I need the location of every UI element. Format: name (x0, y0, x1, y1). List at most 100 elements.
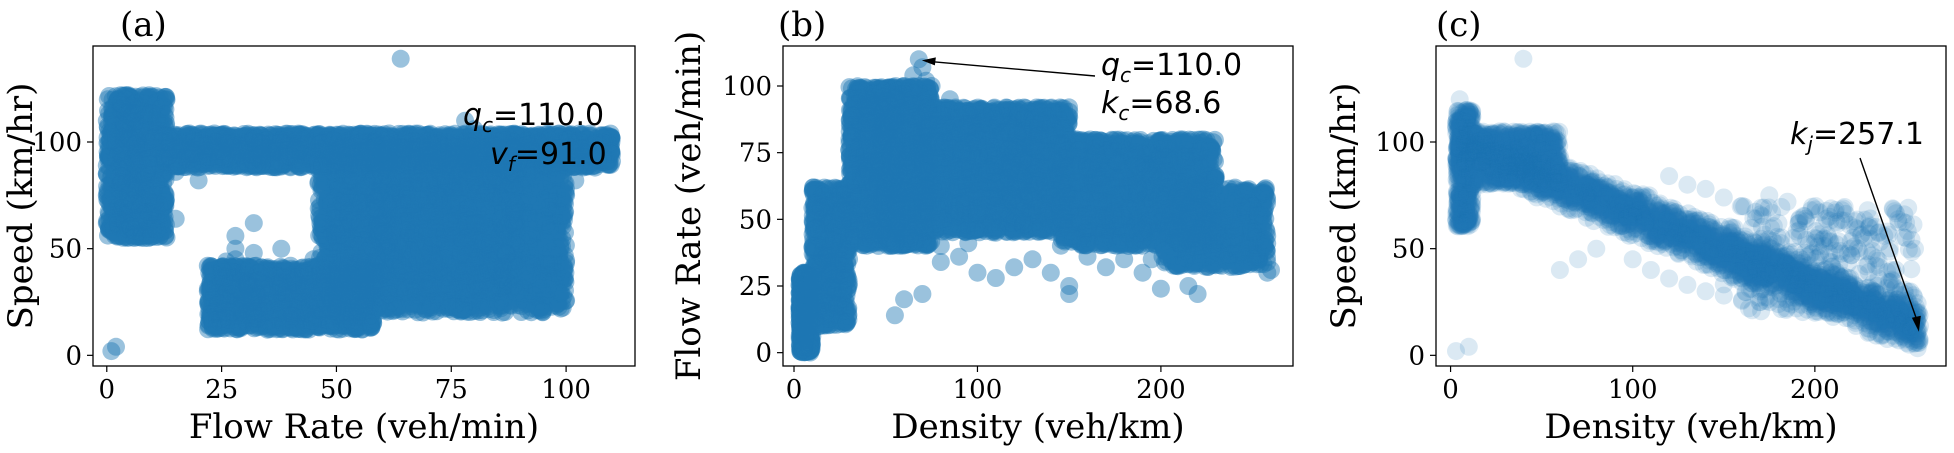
data-point (128, 165, 147, 184)
data-point (150, 169, 169, 187)
data-point (144, 93, 163, 112)
data-point (148, 206, 167, 225)
data-point (120, 162, 139, 181)
data-point (113, 86, 132, 105)
data-point (127, 164, 146, 183)
data-point (105, 105, 124, 124)
data-point (124, 163, 143, 182)
data-point (109, 201, 128, 220)
data-point (147, 204, 166, 223)
data-point (102, 145, 121, 164)
data-point (108, 202, 126, 221)
data-point (145, 92, 164, 111)
data-point (132, 125, 151, 144)
data-point (127, 225, 146, 244)
data-point (154, 188, 173, 207)
data-point (110, 127, 128, 145)
data-point (126, 168, 145, 187)
data-point (149, 130, 168, 149)
data-point (154, 198, 173, 217)
data-point (154, 162, 173, 181)
data-point (98, 117, 117, 136)
data-point (125, 133, 144, 151)
data-point (145, 165, 164, 184)
data-point (135, 139, 154, 158)
data-point (105, 120, 123, 139)
data-point (156, 118, 175, 137)
data-point (151, 129, 170, 148)
data-point (135, 97, 154, 116)
data-point (155, 97, 174, 116)
data-point (135, 110, 154, 129)
data-point (135, 189, 154, 208)
data-point (135, 115, 154, 133)
data-point (136, 132, 155, 151)
data-point (135, 122, 153, 141)
data-point (112, 130, 131, 148)
data-point (115, 183, 134, 202)
data-point (157, 164, 176, 183)
data-point (113, 220, 132, 239)
data-point (119, 228, 138, 247)
data-point (114, 126, 132, 145)
data-point (133, 117, 152, 135)
data-point (134, 123, 153, 142)
data-point (140, 161, 159, 180)
data-point (101, 148, 120, 167)
data-point (116, 219, 135, 238)
data-point (152, 184, 171, 202)
data-point (152, 151, 171, 170)
data-point (126, 87, 145, 106)
data-point (144, 126, 163, 145)
data-point (98, 214, 117, 233)
data-point (143, 176, 161, 195)
data-point (142, 183, 161, 202)
data-point (99, 202, 118, 221)
data-point (131, 130, 150, 149)
data-point (133, 168, 152, 187)
data-point (126, 147, 144, 166)
data-point (153, 188, 172, 207)
data-point (135, 164, 154, 183)
data-point (103, 178, 122, 197)
data-point (138, 178, 157, 197)
data-point (125, 181, 144, 200)
data-point (114, 169, 133, 188)
data-point (122, 110, 141, 129)
data-point (146, 114, 165, 133)
data-point (110, 208, 129, 227)
data-point (128, 176, 147, 194)
data-point (121, 217, 140, 236)
data-point (121, 136, 140, 155)
data-point (134, 136, 153, 155)
data-point (130, 115, 149, 134)
data-point (138, 125, 157, 144)
data-point (130, 146, 149, 165)
data-point (133, 120, 152, 139)
data-point (143, 88, 162, 107)
data-point (99, 134, 118, 152)
data-point (122, 179, 141, 198)
data-point (103, 209, 122, 228)
data-point (156, 87, 175, 106)
data-point (133, 155, 152, 174)
data-point (134, 141, 153, 160)
data-point (123, 149, 142, 168)
data-point (121, 199, 140, 218)
data-point (151, 156, 170, 175)
data-point (130, 225, 149, 244)
data-point (126, 208, 145, 227)
data-point (108, 188, 127, 207)
data-point (110, 99, 129, 118)
data-point (128, 185, 147, 204)
data-point (104, 125, 123, 144)
data-point (147, 225, 166, 244)
data-point (146, 175, 165, 194)
data-point (109, 126, 128, 145)
data-point (122, 167, 141, 186)
data-point (124, 177, 143, 196)
data-point (99, 218, 118, 237)
data-point (148, 149, 167, 167)
data-point (99, 148, 118, 167)
